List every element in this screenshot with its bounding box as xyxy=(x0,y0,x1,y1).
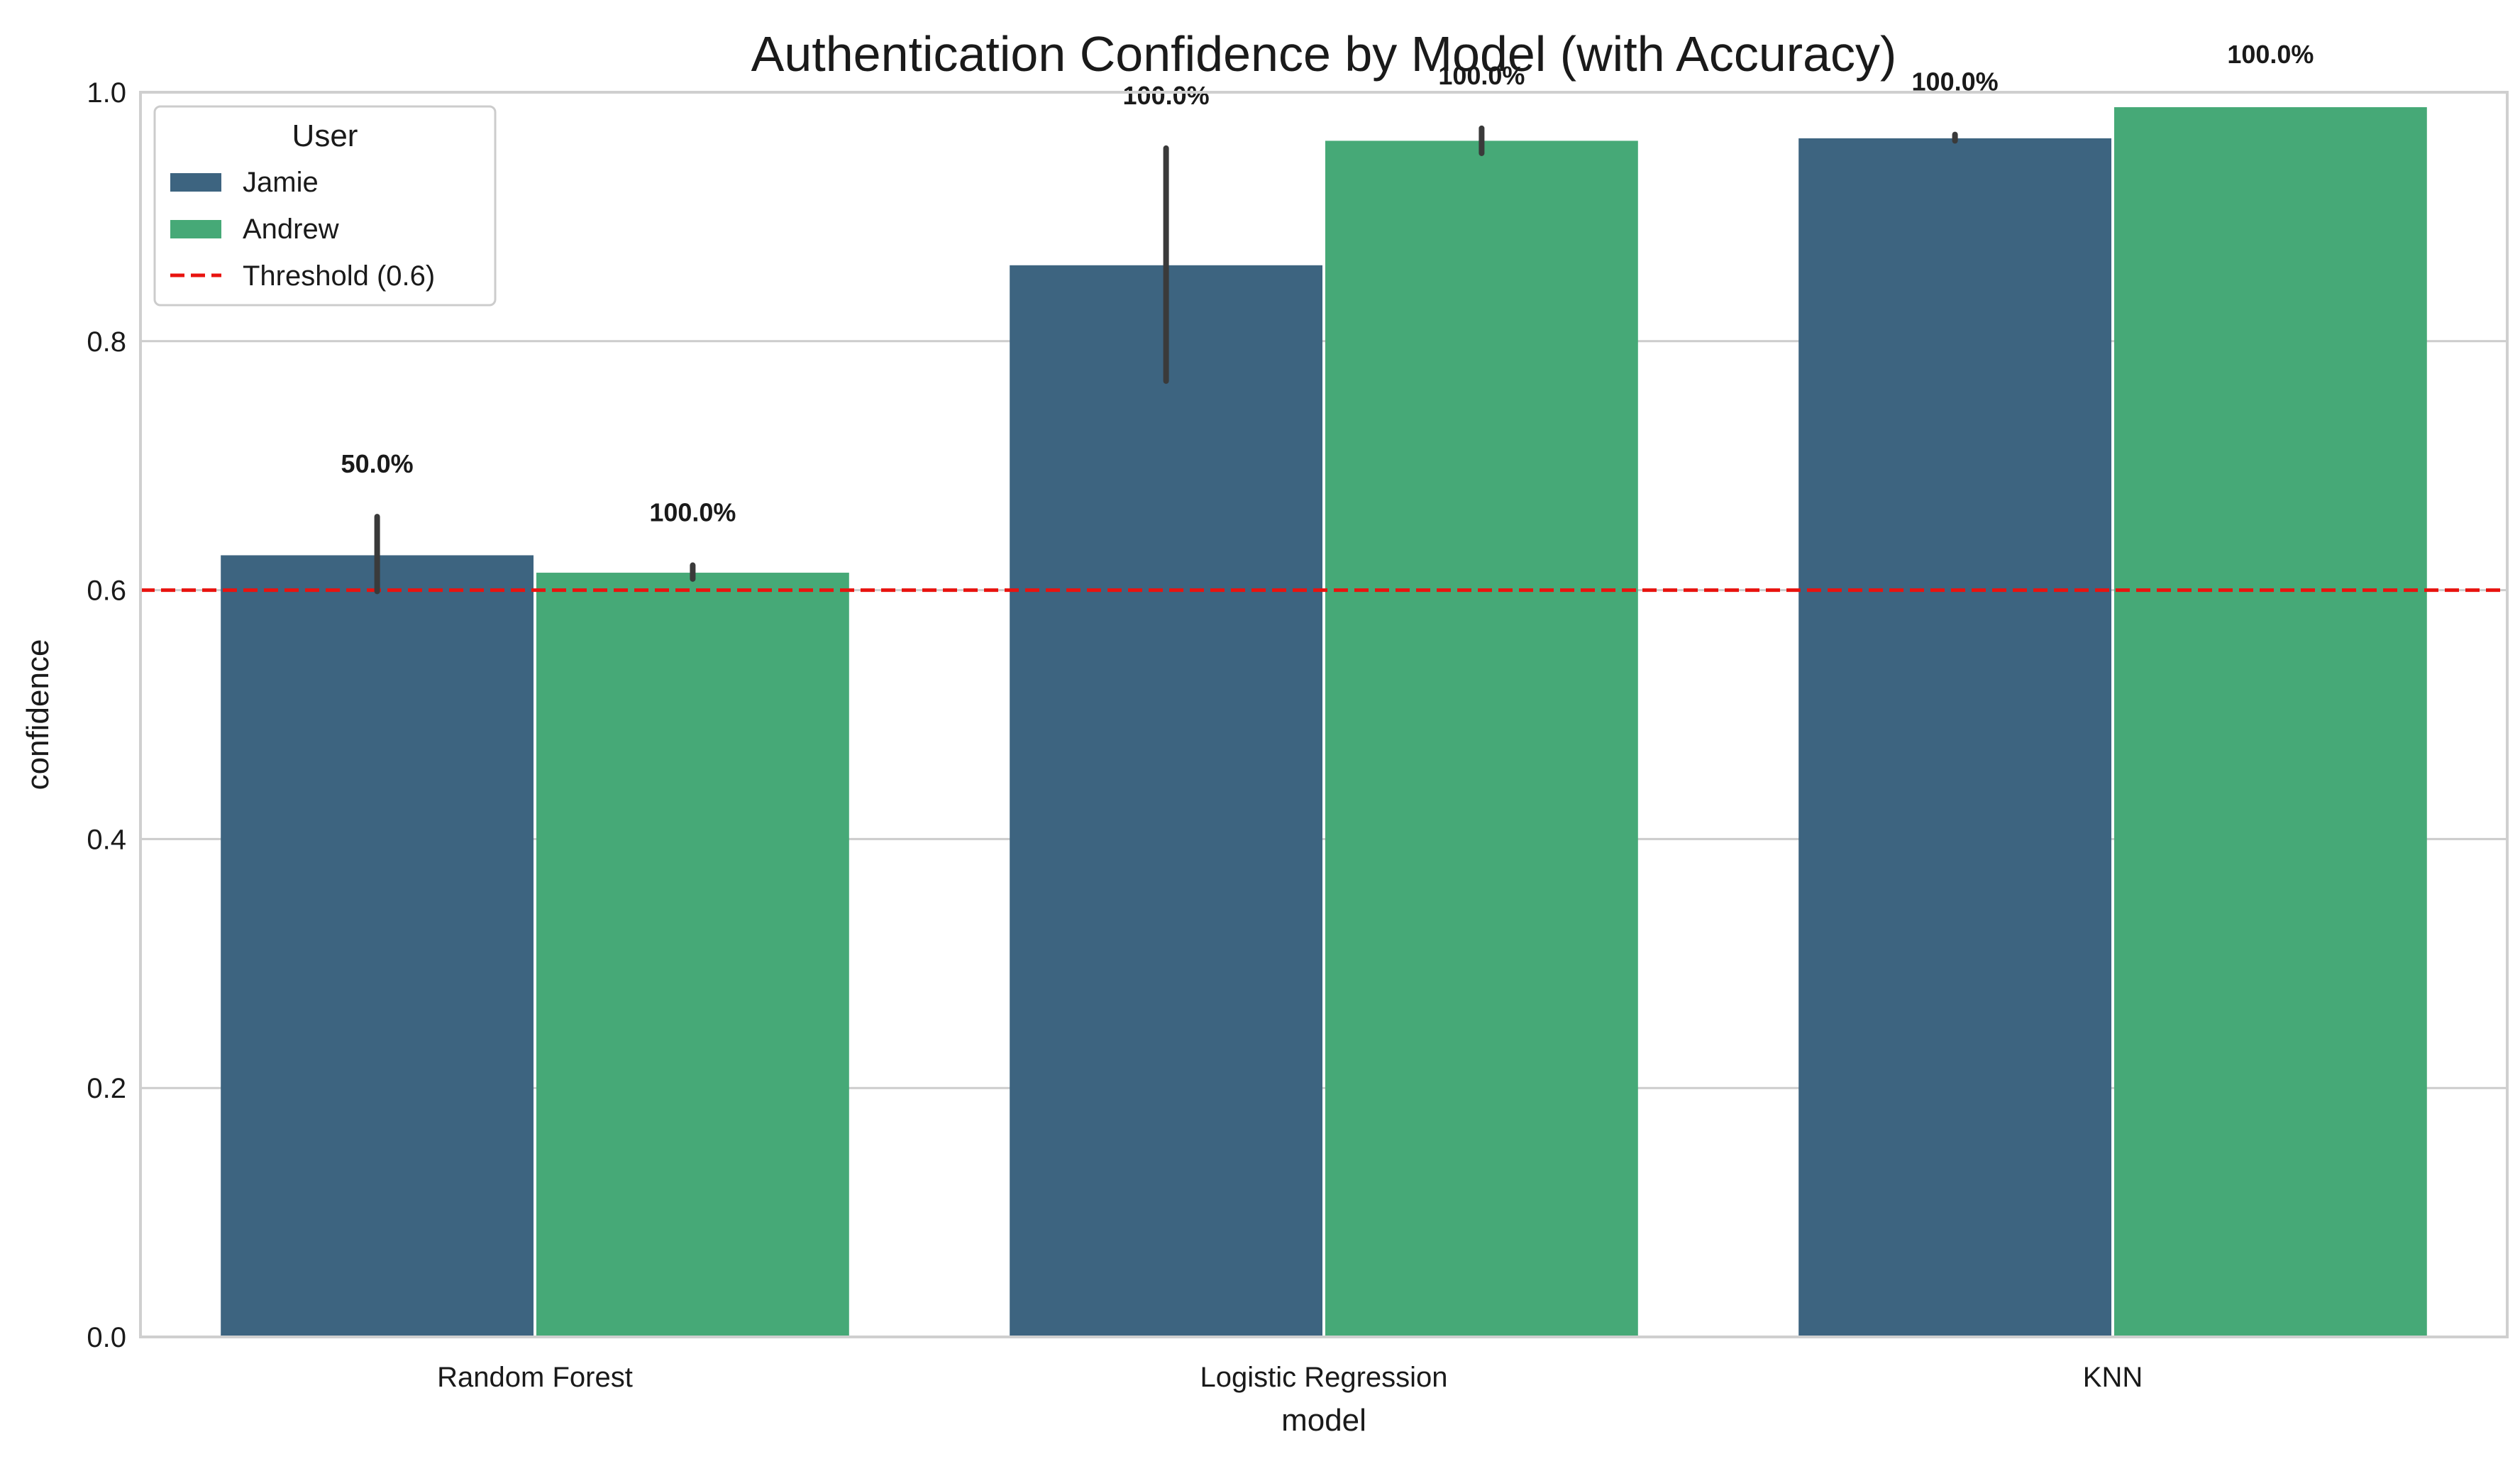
x-tick-labels: Random Forest Logistic Regression KNN xyxy=(437,1362,2143,1393)
legend-label-jamie: Jamie xyxy=(243,167,319,198)
x-tick-label: KNN xyxy=(2083,1362,2143,1393)
x-axis-label: model xyxy=(1281,1403,1366,1438)
bars xyxy=(221,107,2427,1338)
legend-title: User xyxy=(292,119,358,153)
y-tick-label: 0.4 xyxy=(87,824,126,855)
bar-andrew xyxy=(1325,141,1638,1337)
y-axis-label: confidence xyxy=(21,639,55,791)
chart-title: Authentication Confidence by Model (with… xyxy=(751,26,1897,82)
bar-andrew xyxy=(2114,107,2427,1338)
y-tick-label: 0.6 xyxy=(87,576,126,607)
bar-andrew xyxy=(536,573,849,1338)
bar-jamie xyxy=(1010,265,1322,1337)
x-tick-label: Random Forest xyxy=(437,1362,633,1393)
y-tick-label: 0.2 xyxy=(87,1073,126,1104)
legend: User Jamie Andrew Threshold (0.6) xyxy=(153,105,497,307)
accuracy-label: 100.0% xyxy=(1123,81,1210,110)
y-tick-label: 0.8 xyxy=(87,326,126,358)
legend-swatch-jamie xyxy=(170,173,221,192)
x-tick-label: Logistic Regression xyxy=(1200,1362,1447,1393)
plot-frame xyxy=(139,91,2509,1338)
legend-label-andrew: Andrew xyxy=(243,214,339,245)
legend-swatch-andrew xyxy=(170,220,221,238)
y-tick-labels: 0.0 0.2 0.4 0.6 0.8 1.0 xyxy=(87,77,126,1353)
y-tick-label: 0.0 xyxy=(87,1322,126,1353)
accuracy-label: 100.0% xyxy=(1438,61,1525,90)
bar-jamie xyxy=(221,555,534,1337)
accuracy-label: 100.0% xyxy=(2227,40,2314,69)
error-bars xyxy=(374,125,1958,595)
y-tick-label: 1.0 xyxy=(87,77,126,109)
bar-jamie xyxy=(1798,138,2111,1338)
legend-label-threshold: Threshold (0.6) xyxy=(243,260,435,292)
accuracy-label: 50.0% xyxy=(341,449,414,478)
legend-box xyxy=(153,105,497,307)
accuracy-label: 100.0% xyxy=(649,498,736,527)
